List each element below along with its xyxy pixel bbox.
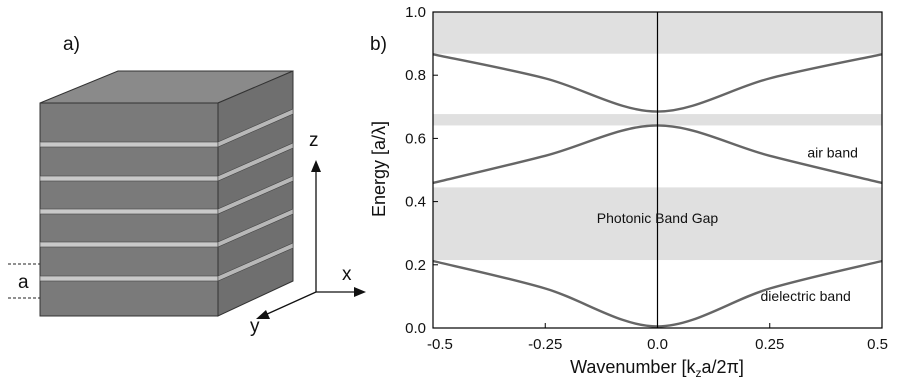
x-tick-label: 0.25 (755, 336, 784, 353)
stack-interlayer (39, 241, 219, 248)
panel-b: b) -0.5 -0.25 0.0 0.25 0.5 0.0 0.2 0.4 0.6 0.8 1.0… (369, 4, 888, 380)
stack-interlayer-side (217, 108, 294, 148)
x-axis-label: x (342, 264, 352, 285)
period-label: a (18, 272, 29, 293)
stack-interlayer-side (217, 242, 294, 282)
period-marker: a (8, 263, 40, 299)
y-tick-label: 0.8 (405, 67, 426, 84)
x-tick-label: 0.0 (647, 336, 668, 353)
panel-a: a) a z x y (8, 34, 366, 337)
x-axis-title: Wavenumber [kza/2π] (570, 357, 744, 380)
plot-frame (432, 11, 883, 329)
annotations: Photonic Band Gap air band dielectric band (597, 144, 858, 304)
y-axis-line (264, 291, 317, 316)
y-tick-label: 1.0 (405, 4, 426, 21)
y-tick-label: 0.6 (405, 130, 426, 147)
axis-ticks: -0.5 -0.25 0.0 0.25 0.5 0.0 0.2 0.4 0.6 0.8 1.0 (405, 4, 888, 353)
panel-b-label: b) (370, 34, 387, 55)
y-axis-label: y (250, 316, 260, 337)
x-tick-label: 0.5 (867, 336, 888, 353)
stack-layers (39, 108, 294, 282)
annotation-2: air band (807, 144, 858, 160)
axis-triad: z x y (250, 130, 366, 337)
y-axis-title: Energy [a/λ] (369, 121, 389, 217)
x-arrow-icon (354, 287, 366, 297)
stack-interlayer-side (217, 175, 294, 215)
stack-interlayer (39, 208, 219, 215)
panel-a-label: a) (63, 34, 80, 55)
y-tick-label: 0.2 (405, 257, 426, 274)
stack-interlayer-side (217, 208, 294, 248)
y-arrow-icon (256, 310, 270, 319)
stack-interlayer (39, 275, 219, 282)
band-chart: -0.5 -0.25 0.0 0.25 0.5 0.0 0.2 0.4 0.6 0.8 1.0 Ph… (405, 4, 888, 353)
y-tick-label: 0.0 (405, 320, 426, 337)
annotation-3: dielectric band (761, 288, 851, 304)
x-tick-label: -0.5 (427, 336, 453, 353)
z-arrow-icon (311, 160, 321, 172)
annotation-1: Photonic Band Gap (597, 210, 719, 226)
stack-interlayer-side (217, 142, 294, 182)
layered-stack (39, 70, 294, 317)
x-tick-label: -0.25 (528, 336, 562, 353)
z-axis-label: z (309, 130, 319, 151)
y-tick-label: 0.4 (405, 194, 426, 211)
stack-interlayer (39, 175, 219, 182)
stack-interlayer (39, 141, 219, 148)
